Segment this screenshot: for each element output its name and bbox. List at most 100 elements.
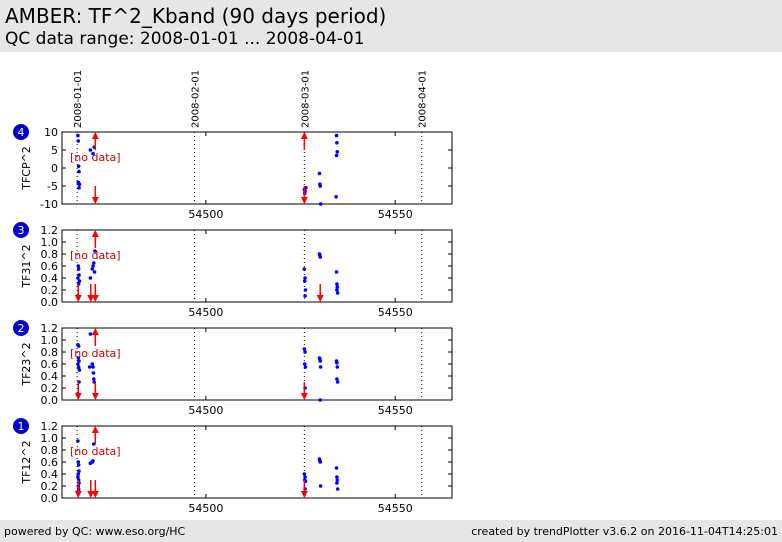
data-point — [76, 344, 81, 348]
data-point — [334, 153, 339, 158]
data-point — [76, 133, 80, 138]
x-tick-label: 54500 — [188, 306, 223, 319]
data-point — [318, 460, 323, 464]
y-tick-label: 0.6 — [41, 456, 59, 469]
outlier-down-head — [300, 393, 308, 400]
data-point — [77, 273, 81, 277]
data-point — [92, 377, 96, 381]
data-point — [77, 182, 82, 186]
y-tick-label: -5 — [47, 180, 58, 193]
data-point — [335, 481, 339, 485]
y-axis-label: TF12^2 — [20, 440, 33, 484]
y-tick-label: 1.2 — [41, 420, 59, 433]
y-tick-label: 0.2 — [41, 284, 59, 297]
y-tick-label: 0.0 — [41, 394, 59, 407]
data-point — [318, 365, 323, 369]
outlier-down-head — [87, 491, 95, 498]
data-point — [318, 202, 323, 206]
data-point — [334, 133, 339, 138]
nodata-label: [no data] — [70, 249, 121, 262]
data-point — [303, 288, 308, 292]
panel-frame — [61, 327, 453, 401]
outlier-down-head — [74, 393, 82, 400]
data-point — [76, 267, 81, 271]
data-point — [88, 276, 93, 280]
x-tick-label: 54500 — [188, 502, 223, 515]
x-tick-label: 54500 — [188, 404, 223, 417]
data-point — [87, 365, 92, 369]
outlier-up-head — [91, 132, 99, 139]
date-marker-label: 2008-04-01 — [418, 70, 429, 128]
data-point — [302, 267, 307, 271]
data-point — [91, 151, 95, 156]
outlier-up-head — [91, 230, 99, 237]
data-point — [335, 377, 339, 381]
outlier-down-head — [87, 295, 95, 302]
data-point — [90, 267, 95, 271]
outlier-down-head — [91, 295, 99, 302]
data-point — [77, 368, 82, 372]
outlier-down-head — [91, 393, 99, 400]
x-axis-label: mjd-obs — [235, 519, 280, 520]
outlier-up-head — [300, 132, 308, 139]
data-point — [335, 361, 339, 365]
panel-frame — [61, 131, 453, 205]
data-point — [335, 478, 340, 482]
x-tick-label: 54550 — [378, 208, 413, 221]
header-bar: AMBER: TF^2_Kband (90 days period) QC da… — [0, 0, 782, 52]
y-tick-label: 0.0 — [41, 492, 59, 505]
trend-chart: 2008-01-01 2008-02-01 2008-03-01 2008-04-01… — [13, 70, 453, 520]
data-point — [303, 276, 307, 280]
outlier-down-head — [91, 197, 99, 204]
panel-frame — [61, 425, 453, 499]
data-point — [303, 294, 307, 298]
outlier-down-head — [74, 491, 82, 498]
y-tick-label: 0.6 — [41, 260, 59, 273]
data-point — [302, 362, 307, 366]
date-marker-label: 2008-03-01 — [300, 70, 311, 128]
y-tick-label: 1.2 — [41, 224, 59, 237]
panel-badge-number: 1 — [18, 420, 25, 433]
y-axis-label: TFCP^2 — [20, 146, 33, 191]
data-point — [76, 472, 81, 476]
data-point — [317, 171, 322, 176]
outlier-down-head — [316, 295, 324, 302]
y-tick-label: 1.2 — [41, 322, 59, 335]
data-point — [335, 141, 339, 145]
footer-created: created by trendPlotter v3.6.2 on 2016-1… — [471, 525, 778, 538]
data-point — [302, 347, 307, 351]
panel-badge-number: 3 — [18, 224, 25, 237]
data-point — [76, 365, 81, 369]
y-tick-label: 1.0 — [41, 334, 59, 347]
y-tick-label: -10 — [40, 198, 58, 211]
data-point — [92, 261, 96, 265]
nodata-label: [no data] — [70, 151, 121, 164]
panel-badge-number: 4 — [18, 126, 25, 139]
data-point — [335, 291, 340, 295]
data-point — [91, 365, 95, 369]
data-point — [318, 398, 323, 402]
panel-badge — [13, 320, 29, 336]
date-marker-label: 2008-02-01 — [191, 70, 202, 128]
data-point — [334, 466, 339, 470]
y-axis-label: TF31^2 — [20, 244, 33, 288]
data-point — [334, 270, 339, 274]
y-tick-label: 10 — [44, 126, 58, 139]
data-point — [88, 148, 93, 152]
data-point — [318, 184, 323, 188]
data-point — [91, 459, 95, 463]
data-point — [91, 371, 96, 375]
data-point — [303, 365, 308, 369]
data-point — [334, 195, 338, 199]
data-point — [76, 264, 81, 268]
data-point — [77, 469, 81, 473]
data-point — [90, 362, 95, 366]
data-point — [335, 285, 340, 289]
y-tick-label: 0.8 — [41, 248, 59, 261]
panel-frame — [61, 229, 453, 303]
x-tick-label: 54550 — [378, 404, 413, 417]
footer-bar: powered by QC: www.eso.org/HC created by… — [0, 520, 782, 542]
data-point — [318, 359, 323, 363]
outlier-down-head — [74, 295, 82, 302]
outlier-up-head — [91, 426, 99, 433]
